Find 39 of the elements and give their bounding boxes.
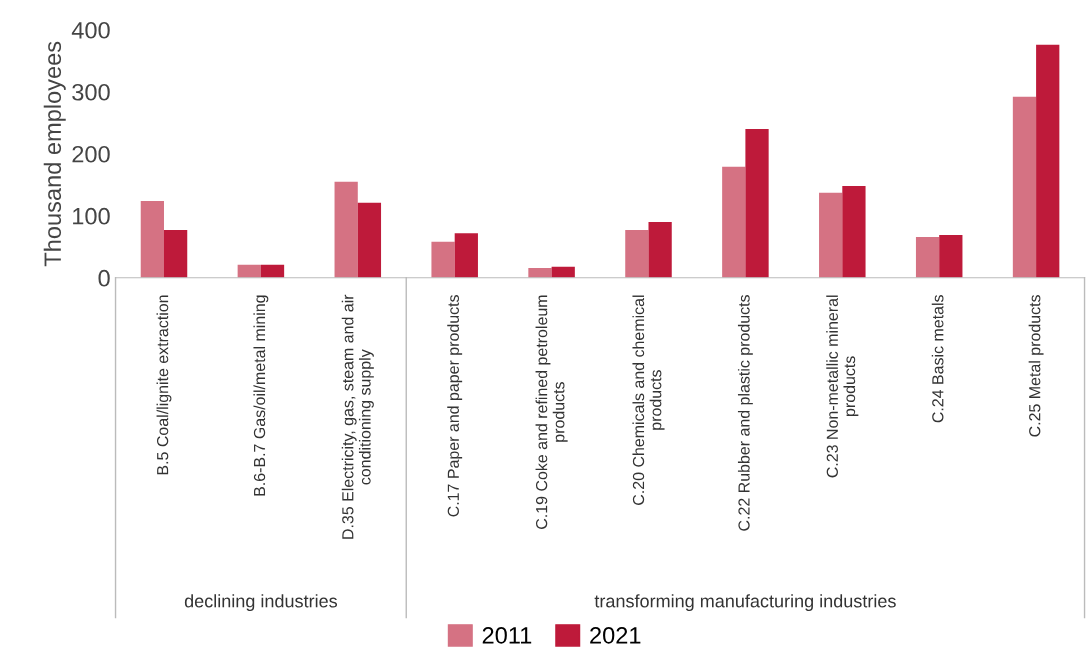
legend-label: 2021 [590, 626, 641, 644]
y-tick-label: 300 [72, 83, 110, 101]
x-tick-label: B.5 Coal/lignite extraction [156, 295, 172, 475]
x-tick-label: D.35 Electricity, gas, steam and air conditioning supply [341, 294, 374, 539]
bar [1036, 44, 1060, 278]
bar [357, 202, 382, 278]
y-axis-title: Thousand employees [43, 41, 66, 267]
y-tick-label: 400 [71, 21, 110, 39]
x-tick-label: B.6-B.7 Gas/oil/metal mining [253, 295, 269, 496]
bar [237, 264, 261, 278]
bar [431, 241, 455, 278]
bar [334, 181, 358, 278]
legend-label: 2011 [482, 626, 532, 644]
bar [260, 264, 285, 278]
bar [163, 230, 188, 278]
x-tick-label: C.22 Rubber and plastic products [737, 295, 753, 531]
bar [648, 222, 672, 278]
x-tick-label: C.20 Chemicals and chemical products [632, 295, 665, 505]
bar [625, 230, 649, 278]
bar [745, 129, 769, 278]
y-tick-label: 200 [72, 145, 110, 163]
bar [1012, 96, 1037, 278]
bar [722, 166, 746, 278]
text: declining industries [184, 594, 338, 612]
x-tick-label: C.17 Paper and paper products [447, 295, 463, 517]
x-tick-label: C.25 Metal products [1028, 295, 1044, 437]
bar [454, 233, 478, 278]
y-tick-label: 100 [73, 207, 110, 225]
bar [528, 267, 552, 278]
bar [842, 186, 866, 278]
x-tick-label: C.23 Non-metallic mineral products [826, 295, 859, 478]
bar [819, 192, 843, 278]
bar [140, 200, 164, 278]
bar [915, 236, 940, 278]
y-tick-label: 0 [98, 269, 110, 287]
x-tick-label: C.19 Coke and refined petroleum products [535, 295, 568, 529]
bar [939, 235, 963, 278]
text: transforming manufacturing industries [594, 594, 896, 612]
x-tick-label: C.24 Basic metals [931, 295, 944, 423]
